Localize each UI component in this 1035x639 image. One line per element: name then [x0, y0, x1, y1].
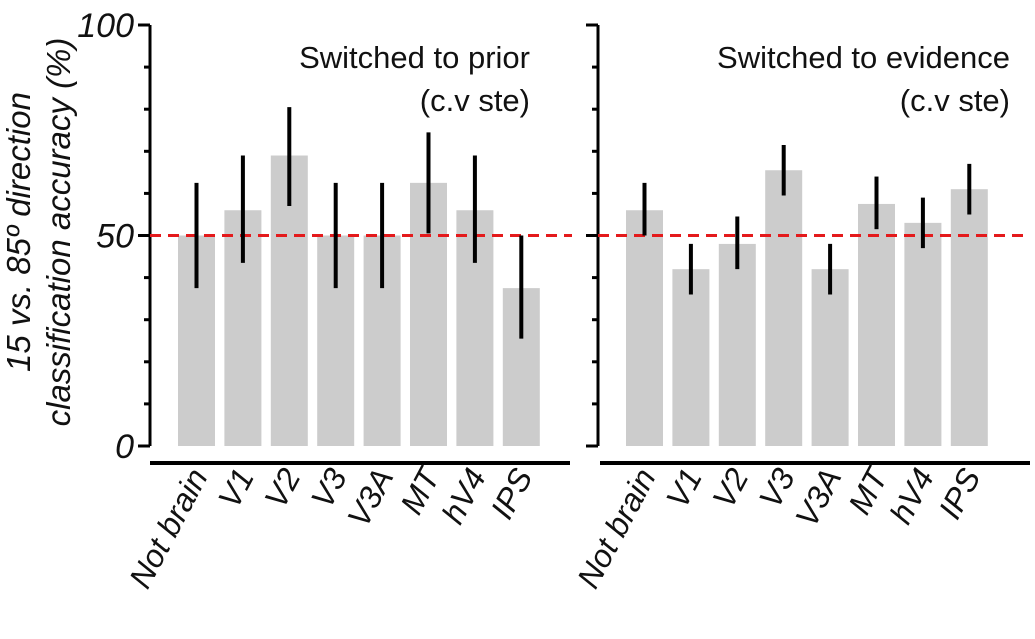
- bar-v3a: [811, 269, 849, 446]
- x-tick-label: hV4: [435, 462, 494, 529]
- x-tick-label: Not brain: [570, 462, 663, 594]
- x-tick-label: V2: [705, 462, 755, 514]
- x-tick-label: IPS: [931, 462, 987, 524]
- y-tick-label: 100: [77, 7, 134, 45]
- x-tick-label: V1: [211, 462, 261, 513]
- bar-ips: [950, 189, 988, 446]
- y-axis-label-line1: 15 vs. 85º direction: [0, 92, 37, 372]
- y-tick-label: 50: [96, 218, 134, 256]
- panel-annotation: (c.v ste): [900, 83, 1010, 118]
- x-tick-label: hV4: [883, 462, 942, 529]
- bar-v2: [718, 243, 756, 446]
- panel-annotation: (c.v ste): [420, 83, 530, 118]
- panel-annotation: Switched to prior: [299, 40, 530, 75]
- panel-annotation: Switched to evidence: [717, 40, 1010, 75]
- x-tick-label: V3A: [788, 462, 848, 532]
- y-axis-label: 15 vs. 85º direction classification accu…: [0, 38, 77, 427]
- bar-not-brain: [626, 210, 663, 446]
- bar-mt: [858, 203, 895, 446]
- x-tick-label: IPS: [483, 462, 539, 524]
- y-tick-label: 0: [115, 428, 134, 466]
- bar-hv4: [904, 222, 942, 446]
- x-tick-label: Not brain: [122, 462, 215, 594]
- x-tick-label: V1: [659, 462, 709, 513]
- x-tick-label: V2: [257, 462, 307, 514]
- bar-v3: [765, 170, 803, 446]
- bar-v1: [672, 269, 710, 446]
- x-tick-label: V3A: [340, 462, 400, 532]
- y-axis-label-line2: classification accuracy (%): [40, 38, 77, 427]
